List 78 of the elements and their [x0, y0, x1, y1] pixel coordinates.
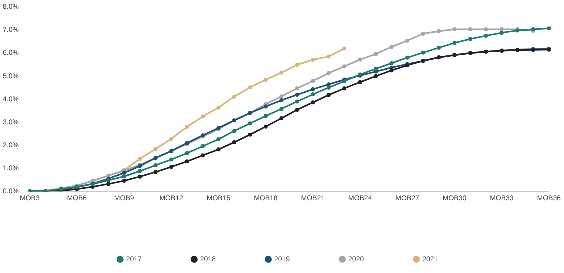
point	[311, 58, 316, 62]
point	[500, 31, 504, 36]
point	[106, 182, 111, 186]
point	[170, 165, 174, 170]
point	[154, 147, 158, 152]
point	[154, 170, 158, 174]
point	[138, 157, 142, 162]
point	[374, 52, 378, 56]
point	[248, 132, 252, 137]
point	[358, 80, 362, 84]
point	[248, 86, 252, 90]
point	[185, 151, 190, 156]
point	[437, 29, 442, 34]
point	[468, 37, 472, 42]
point	[201, 144, 206, 148]
point	[122, 174, 126, 179]
point	[138, 169, 142, 174]
point	[216, 106, 221, 110]
point	[185, 160, 190, 164]
point	[484, 28, 488, 32]
point	[484, 34, 488, 38]
point	[295, 86, 300, 91]
point	[326, 86, 331, 90]
point	[185, 125, 190, 130]
point	[280, 116, 284, 121]
point	[326, 82, 331, 87]
point	[280, 94, 284, 99]
point	[295, 108, 300, 112]
point	[390, 45, 394, 50]
point	[295, 63, 300, 68]
point	[421, 32, 426, 36]
point	[342, 64, 347, 69]
point	[295, 100, 300, 104]
point	[547, 26, 552, 31]
point	[122, 178, 126, 183]
point	[374, 74, 378, 78]
point	[264, 114, 268, 118]
point	[170, 158, 174, 162]
point	[342, 86, 347, 91]
point	[342, 46, 347, 51]
point	[201, 154, 206, 158]
point	[280, 98, 284, 103]
point	[280, 107, 284, 112]
point	[390, 68, 394, 73]
point	[437, 46, 442, 50]
point	[248, 122, 252, 126]
point	[390, 61, 394, 66]
point	[500, 28, 504, 32]
point	[452, 28, 457, 32]
point	[406, 56, 410, 60]
point	[311, 87, 316, 92]
point	[264, 78, 268, 82]
point	[138, 174, 142, 179]
point	[232, 129, 236, 134]
point	[452, 41, 457, 46]
point	[326, 54, 331, 59]
point	[154, 164, 158, 168]
point	[326, 93, 331, 98]
point	[232, 140, 236, 145]
point	[216, 148, 221, 152]
point	[170, 137, 174, 142]
point	[201, 114, 206, 119]
point	[311, 79, 316, 84]
point	[264, 104, 268, 109]
point	[421, 50, 426, 55]
point	[280, 70, 284, 75]
point	[122, 171, 126, 176]
point	[264, 124, 268, 129]
point	[468, 28, 472, 32]
point	[295, 93, 300, 98]
point	[406, 38, 410, 43]
point	[216, 138, 221, 142]
point	[374, 66, 378, 71]
point	[358, 58, 362, 62]
point	[311, 100, 316, 105]
point	[232, 94, 236, 99]
point	[326, 71, 331, 76]
point	[311, 92, 316, 97]
